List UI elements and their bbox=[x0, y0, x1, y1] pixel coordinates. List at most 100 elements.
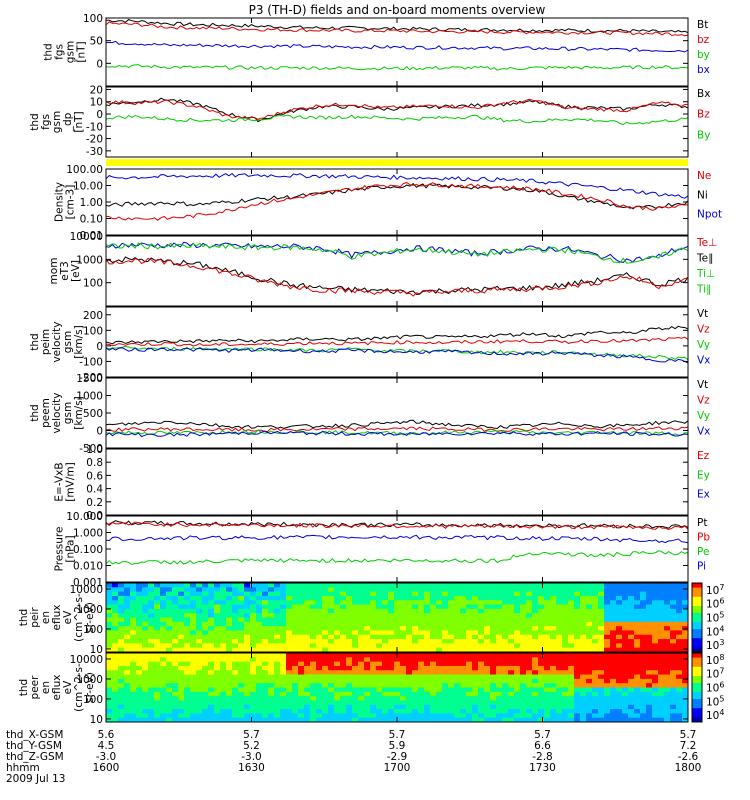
heatmap-cell bbox=[178, 661, 185, 667]
heatmap-cell bbox=[148, 670, 155, 676]
heatmap-cell bbox=[574, 600, 581, 606]
heatmap-cell bbox=[598, 665, 605, 671]
heatmap-cell bbox=[400, 717, 407, 723]
heatmap-cell bbox=[430, 630, 437, 636]
series-line-By bbox=[105, 114, 689, 126]
heatmap-cell bbox=[196, 674, 203, 680]
heatmap-cell bbox=[334, 630, 341, 636]
heatmap-cell bbox=[448, 657, 455, 663]
heatmap-cell bbox=[124, 630, 131, 636]
heatmap-cell bbox=[340, 626, 347, 631]
heatmap-cell bbox=[196, 634, 203, 640]
heatmap-cell bbox=[646, 683, 653, 688]
heatmap-cell bbox=[646, 713, 653, 719]
heatmap-cell bbox=[292, 713, 299, 719]
heatmap-cell bbox=[268, 678, 275, 684]
heatmap-cell bbox=[502, 713, 509, 719]
heatmap-cell bbox=[448, 674, 455, 680]
heatmap-cell bbox=[556, 683, 563, 688]
heatmap-cell bbox=[298, 626, 305, 631]
heatmap-cell bbox=[658, 665, 665, 671]
heatmap-cell bbox=[238, 647, 245, 653]
heatmap-cell bbox=[532, 587, 539, 593]
heatmap-cell bbox=[496, 713, 503, 719]
heatmap-cell bbox=[160, 683, 167, 688]
heatmap-cell bbox=[352, 591, 359, 597]
heatmap-cell bbox=[202, 583, 209, 588]
heatmap-cell bbox=[244, 678, 251, 684]
heatmap-cell bbox=[454, 665, 461, 671]
heatmap-cell bbox=[262, 591, 269, 597]
heatmap-cell bbox=[364, 678, 371, 684]
heatmap-cell bbox=[322, 678, 329, 684]
colorbar-cell bbox=[692, 596, 702, 600]
heatmap-cell bbox=[304, 639, 311, 644]
colorbar-cell bbox=[692, 685, 702, 688]
heatmap-cell bbox=[334, 639, 341, 644]
heatmap-cell bbox=[340, 683, 347, 688]
colorbar-cell bbox=[692, 680, 702, 684]
heatmap-cell bbox=[520, 647, 527, 653]
heatmap-cell bbox=[448, 634, 455, 640]
y-tick-label: 1500 bbox=[76, 373, 103, 385]
heatmap-cell bbox=[520, 634, 527, 640]
heatmap-cell bbox=[670, 617, 677, 623]
heatmap-cell bbox=[436, 713, 443, 719]
heatmap-cell bbox=[244, 670, 251, 676]
heatmap-cell bbox=[520, 608, 527, 614]
heatmap-cell bbox=[478, 600, 485, 606]
y-tick-label: 0 bbox=[96, 58, 103, 70]
heatmap-cell bbox=[430, 717, 437, 723]
legend-label: Ti∥ bbox=[696, 284, 711, 296]
heatmap-cell bbox=[136, 653, 143, 658]
footer-value: 7.2 bbox=[680, 740, 697, 752]
heatmap-cell bbox=[250, 643, 257, 649]
heatmap-cell bbox=[550, 600, 557, 606]
heatmap-cell bbox=[514, 613, 521, 618]
heatmap-cell bbox=[412, 670, 419, 676]
heatmap-cell bbox=[256, 683, 263, 688]
colorbar-cell bbox=[692, 655, 702, 659]
heatmap-cell bbox=[640, 608, 647, 614]
heatmap-cell bbox=[586, 639, 593, 644]
heatmap-cell bbox=[310, 639, 317, 644]
heatmap-cell bbox=[286, 621, 293, 627]
heatmap-cell bbox=[106, 665, 113, 671]
heatmap-cell bbox=[364, 717, 371, 723]
heatmap-cell bbox=[604, 661, 611, 667]
heatmap-cell bbox=[406, 683, 413, 688]
heatmap-cell bbox=[208, 626, 215, 631]
heatmap-cell bbox=[592, 600, 599, 606]
heatmap-cell bbox=[316, 657, 323, 663]
heatmap-cell bbox=[556, 626, 563, 631]
heatmap-cell bbox=[670, 687, 677, 693]
heatmap-cell bbox=[232, 604, 239, 610]
heatmap-cell bbox=[166, 613, 173, 618]
heatmap-cell bbox=[580, 617, 587, 623]
heatmap-cell bbox=[334, 634, 341, 640]
heatmap-cell bbox=[526, 657, 533, 663]
heatmap-cell bbox=[628, 617, 635, 623]
colorbar-cell bbox=[692, 712, 702, 716]
heatmap-cell bbox=[550, 604, 557, 610]
footer-value: 4.5 bbox=[98, 740, 115, 752]
heatmap-cell bbox=[478, 657, 485, 663]
heatmap-cell bbox=[490, 713, 497, 719]
heatmap-cell bbox=[184, 709, 191, 714]
heatmap-cell bbox=[334, 600, 341, 606]
heatmap-cell bbox=[454, 621, 461, 627]
heatmap-cell bbox=[556, 696, 563, 701]
heatmap-cell bbox=[682, 613, 689, 618]
heatmap-cell bbox=[124, 696, 131, 701]
heatmap-cell bbox=[448, 591, 455, 597]
heatmap-cell bbox=[526, 617, 533, 623]
footer-row-label: thd_X-GSM bbox=[6, 729, 63, 741]
heatmap-cell bbox=[502, 691, 509, 697]
heatmap-cell bbox=[118, 583, 125, 588]
heatmap-cell bbox=[244, 600, 251, 606]
heatmap-cell bbox=[160, 657, 167, 663]
heatmap-cell bbox=[496, 647, 503, 653]
heatmap-cell bbox=[622, 617, 629, 623]
legend-label: Vx bbox=[697, 426, 710, 438]
